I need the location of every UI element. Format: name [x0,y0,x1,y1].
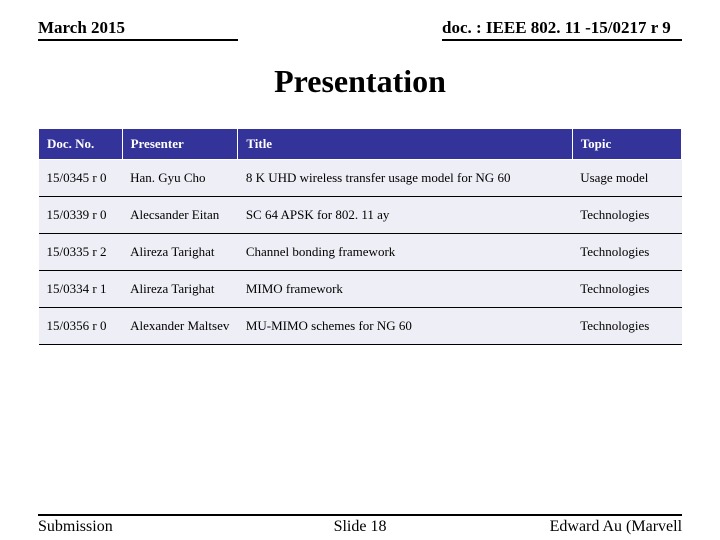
cell-doc: 15/0334 r 1 [39,271,123,308]
cell-doc: 15/0356 r 0 [39,308,123,345]
cell-presenter: Alexander Maltsev [122,308,238,345]
cell-title: MIMO framework [238,271,572,308]
cell-topic: Technologies [572,197,681,234]
cell-topic: Technologies [572,234,681,271]
presentation-table: Doc. No. Presenter Title Topic 15/0345 r… [38,128,682,345]
table-header-row: Doc. No. Presenter Title Topic [39,129,682,160]
column-header-topic: Topic [572,129,681,160]
table-row: 15/0335 r 2 Alireza Tarighat Channel bon… [39,234,682,271]
footer-slide-number: Slide 18 [253,518,468,536]
column-header-doc: Doc. No. [39,129,123,160]
cell-doc: 15/0345 r 0 [39,160,123,197]
cell-title: 8 K UHD wireless transfer usage model fo… [238,160,572,197]
cell-title: MU-MIMO schemes for NG 60 [238,308,572,345]
slide-title: Presentation [0,63,720,100]
cell-title: SC 64 APSK for 802. 11 ay [238,197,572,234]
table-row: 15/0339 r 0 Alecsander Eitan SC 64 APSK … [39,197,682,234]
table-row: 15/0345 r 0 Han. Gyu Cho 8 K UHD wireles… [39,160,682,197]
footer-left: Submission [38,518,253,536]
column-header-presenter: Presenter [122,129,238,160]
cell-presenter: Alireza Tarighat [122,234,238,271]
cell-presenter: Alecsander Eitan [122,197,238,234]
cell-topic: Usage model [572,160,681,197]
table-row: 15/0334 r 1 Alireza Tarighat MIMO framew… [39,271,682,308]
cell-presenter: Alireza Tarighat [122,271,238,308]
cell-presenter: Han. Gyu Cho [122,160,238,197]
slide-footer: Submission Slide 18 Edward Au (Marvell [0,514,720,540]
cell-doc: 15/0339 r 0 [39,197,123,234]
cell-doc: 15/0335 r 2 [39,234,123,271]
cell-title: Channel bonding framework [238,234,572,271]
column-header-title: Title [238,129,572,160]
footer-line: Submission Slide 18 Edward Au (Marvell [38,514,682,536]
slide-header: March 2015 doc. : IEEE 802. 11 -15/0217 … [0,0,720,43]
cell-topic: Technologies [572,271,681,308]
header-doc-ref: doc. : IEEE 802. 11 -15/0217 r 9 [442,18,682,41]
table-body: 15/0345 r 0 Han. Gyu Cho 8 K UHD wireles… [39,160,682,345]
presentation-table-wrap: Doc. No. Presenter Title Topic 15/0345 r… [0,128,720,345]
header-date: March 2015 [38,18,238,41]
cell-topic: Technologies [572,308,681,345]
footer-author: Edward Au (Marvell [467,518,682,536]
table-row: 15/0356 r 0 Alexander Maltsev MU-MIMO sc… [39,308,682,345]
